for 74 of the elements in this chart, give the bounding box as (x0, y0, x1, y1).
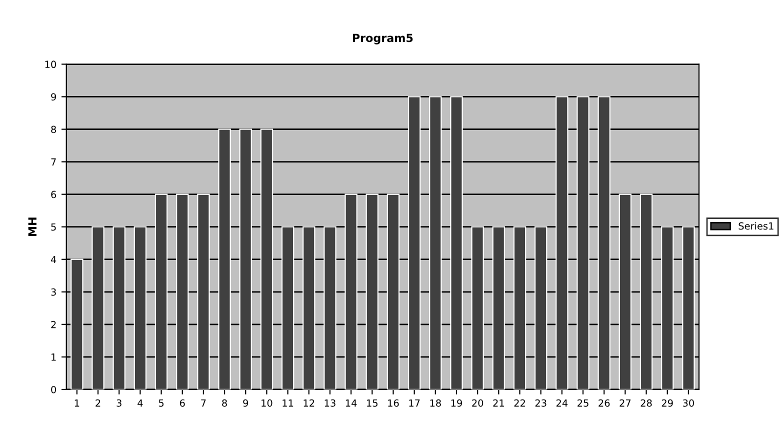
x-tick-label: 16 (388, 399, 399, 407)
x-tick-label: 30 (683, 399, 694, 407)
x-tick-label: 21 (493, 399, 504, 407)
x-tick-label: 10 (262, 399, 272, 407)
bar (661, 226, 674, 390)
x-tick-label: 15 (367, 400, 378, 407)
y-tick-label: 4 (50, 256, 56, 264)
bar (598, 96, 610, 390)
y-tick-label: 10 (45, 60, 56, 68)
bar (218, 128, 231, 390)
bar (408, 96, 421, 390)
x-tick-label: 14 (346, 400, 357, 407)
x-tick-label: 11 (282, 400, 294, 407)
bar (366, 194, 378, 390)
bar (682, 226, 695, 390)
bar (492, 226, 506, 390)
bar (92, 226, 104, 390)
bar (197, 194, 210, 390)
legend-label: Series1 (738, 222, 774, 230)
bar (386, 194, 400, 390)
y-tick-label: 8 (51, 126, 56, 134)
bar (324, 226, 336, 390)
x-tick-label: 26 (598, 399, 610, 407)
x-tick-label: 3 (116, 399, 122, 407)
y-tick-label: 6 (51, 190, 56, 198)
x-tick-label: 19 (451, 399, 462, 407)
y-tick-label: 1 (52, 354, 56, 361)
bar (134, 226, 147, 390)
x-tick-label: 17 (409, 400, 420, 407)
x-tick-label: 18 (430, 399, 441, 407)
x-tick-label: 1 (74, 400, 80, 407)
bar (302, 226, 316, 390)
y-tick-label: 9 (51, 93, 56, 101)
x-tick-label: 28 (640, 399, 652, 407)
bar (70, 258, 84, 390)
x-tick-label: 2 (96, 399, 100, 407)
bar (112, 226, 126, 390)
bar (450, 96, 463, 390)
x-tick-label: 29 (662, 399, 673, 407)
y-tick-label: 7 (51, 158, 56, 166)
bar (239, 128, 252, 390)
x-tick-label: 24 (556, 399, 568, 407)
bar (429, 96, 442, 390)
bar (513, 226, 526, 390)
x-tick-label: 20 (472, 399, 484, 407)
bar (556, 96, 568, 390)
y-tick-label: 0 (51, 386, 56, 394)
bar (576, 96, 590, 390)
bar (260, 128, 274, 390)
y-tick-label: 2 (51, 320, 56, 328)
x-tick-label: 13 (324, 399, 336, 407)
bar (281, 226, 294, 390)
bar (344, 194, 358, 390)
bar (154, 194, 168, 390)
y-tick-label: 3 (51, 288, 56, 296)
chart-title: Program5 (352, 34, 413, 44)
bar (176, 194, 189, 390)
bar (534, 226, 548, 390)
bar (640, 194, 653, 390)
x-tick-label: 4 (138, 400, 143, 407)
x-tick-label: 6 (180, 399, 185, 407)
bar (618, 194, 632, 390)
x-tick-label: 8 (222, 399, 227, 407)
x-tick-label: 7 (201, 400, 206, 407)
x-tick-label: 25 (578, 399, 588, 407)
x-tick-label: 23 (535, 399, 546, 407)
y-tick-label: 5 (51, 223, 56, 231)
x-tick-label: 12 (304, 399, 314, 407)
bar (471, 226, 484, 390)
y-axis-title: MH (28, 218, 36, 236)
x-tick-label: 22 (514, 399, 525, 407)
x-tick-label: 5 (158, 400, 164, 407)
x-tick-label: 9 (243, 399, 248, 407)
x-tick-label: 27 (620, 399, 631, 407)
